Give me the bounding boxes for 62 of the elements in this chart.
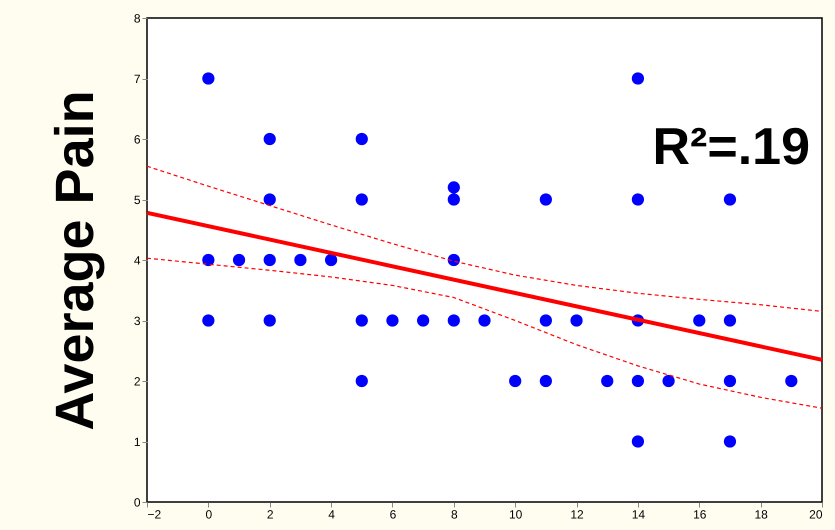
y-tick-label: 1	[134, 435, 141, 449]
y-tick-label: 2	[134, 374, 141, 388]
point	[632, 374, 644, 388]
point	[632, 435, 644, 448]
point	[601, 374, 614, 388]
y-tick-label: 5	[134, 193, 141, 207]
y-tick-label: 0	[134, 496, 141, 510]
point	[356, 193, 368, 206]
x-tick-label: 14	[632, 508, 646, 522]
x-tick-label: 20	[809, 508, 823, 522]
point	[632, 193, 644, 206]
point	[662, 374, 675, 388]
point	[264, 193, 276, 206]
point	[386, 314, 399, 327]
point	[540, 374, 552, 388]
point	[232, 254, 246, 266]
point	[202, 254, 214, 266]
point	[202, 72, 214, 85]
point	[478, 314, 491, 327]
point	[724, 374, 736, 388]
point	[724, 193, 736, 206]
point	[264, 132, 276, 146]
x-tick-label: 2	[266, 508, 274, 522]
x-tick-label: 8	[450, 508, 458, 522]
y-tick-label: 7	[134, 72, 141, 86]
point	[264, 254, 276, 266]
point	[202, 314, 214, 327]
point	[448, 314, 460, 327]
y-tick-label: 4	[134, 254, 141, 268]
x-tick-label: 4	[328, 508, 336, 522]
point	[540, 314, 552, 327]
y-tick-label: 6	[134, 132, 141, 146]
annotation: R²=.19	[652, 118, 810, 176]
point	[509, 374, 522, 388]
x-tick-label: 12	[570, 508, 584, 522]
y-tick-label: 8	[134, 12, 141, 26]
x-tick-label: 0	[206, 508, 213, 522]
point	[785, 374, 798, 388]
y-axis-title: Average Pain	[44, 90, 105, 431]
point	[448, 193, 460, 206]
point	[417, 314, 430, 327]
x-tick-label: 18	[754, 508, 768, 522]
y-tick-label: 3	[134, 314, 141, 328]
point	[294, 254, 307, 266]
point	[724, 314, 736, 327]
point	[540, 193, 552, 206]
x-tick-label: 16	[693, 508, 707, 522]
point	[324, 254, 338, 266]
point	[448, 254, 460, 266]
point	[632, 72, 644, 85]
point	[448, 181, 460, 194]
x-tick-label: 10	[509, 508, 523, 522]
point	[570, 314, 583, 327]
point	[356, 314, 368, 327]
point	[356, 132, 368, 146]
point	[264, 314, 276, 327]
point	[693, 314, 706, 327]
x-tick-label: −2	[148, 508, 162, 522]
line-series	[146, 166, 823, 312]
point	[356, 374, 368, 388]
x-tick-label: 6	[390, 508, 397, 522]
point	[724, 435, 736, 448]
